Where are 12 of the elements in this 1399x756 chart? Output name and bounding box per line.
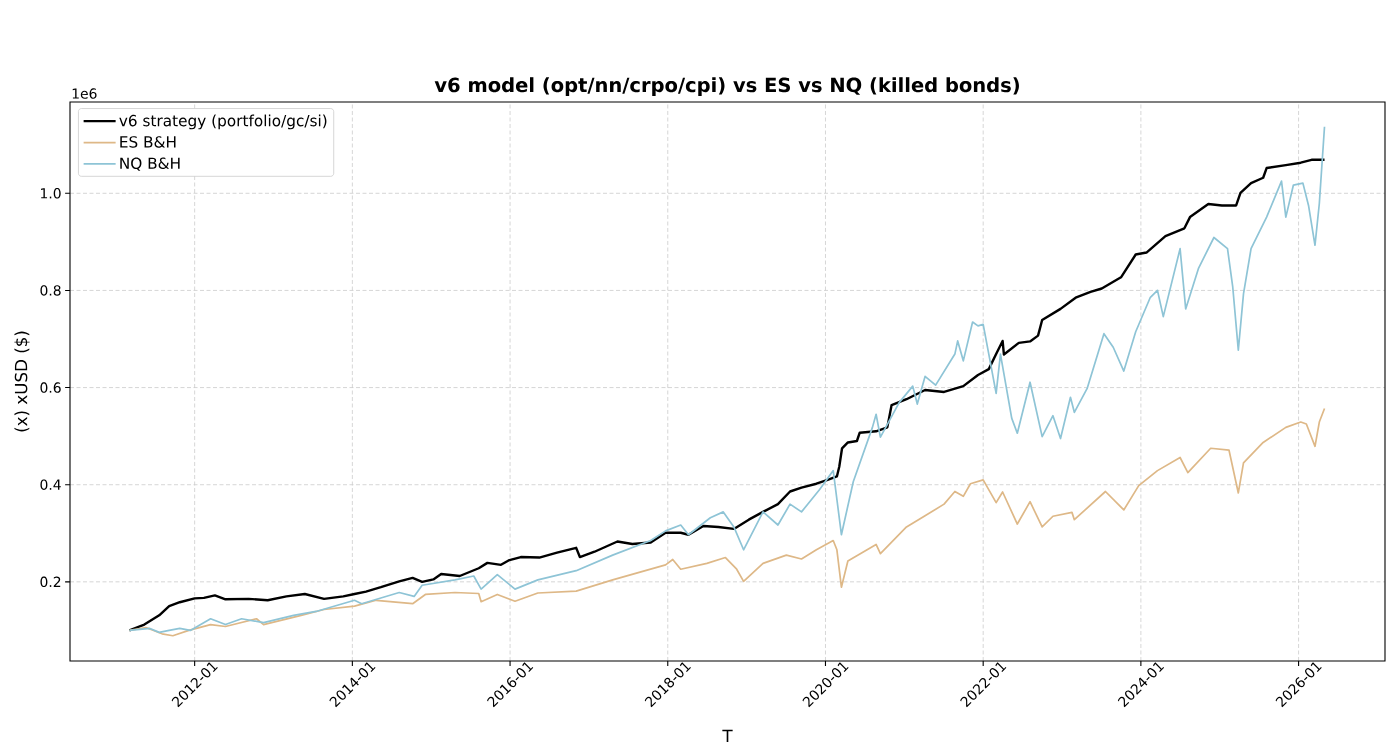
legend-label: v6 strategy (portfolio/gc/si) [119,114,327,130]
x-axis-title: T [722,729,733,742]
legend-label: ES B&H [120,136,176,148]
y-tick-label: 1.0 [41,188,61,199]
y-tick-label: 0.2 [40,576,61,588]
y-tick-label: 0.6 [40,382,61,393]
chart-title: v6 model (opt/nn/crpo/cpi) vs ES vs NQ (killed bonds) [434,77,1019,97]
text: 1e6 [72,88,97,99]
y-axis-title: (x) xUSD ($) [14,331,30,432]
y-tick-label: 0.8 [40,285,61,296]
y-tick-label: 0.4 [40,479,61,490]
legend-label: NQ B&H [120,157,180,171]
